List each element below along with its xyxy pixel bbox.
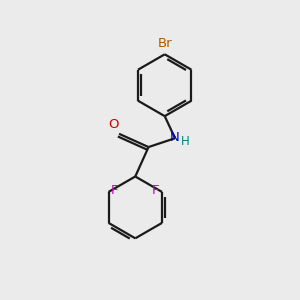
Text: F: F xyxy=(152,184,159,197)
Text: H: H xyxy=(181,135,189,148)
Text: N: N xyxy=(170,131,180,144)
Text: O: O xyxy=(109,118,119,131)
Text: F: F xyxy=(111,184,119,197)
Text: Br: Br xyxy=(158,37,172,50)
